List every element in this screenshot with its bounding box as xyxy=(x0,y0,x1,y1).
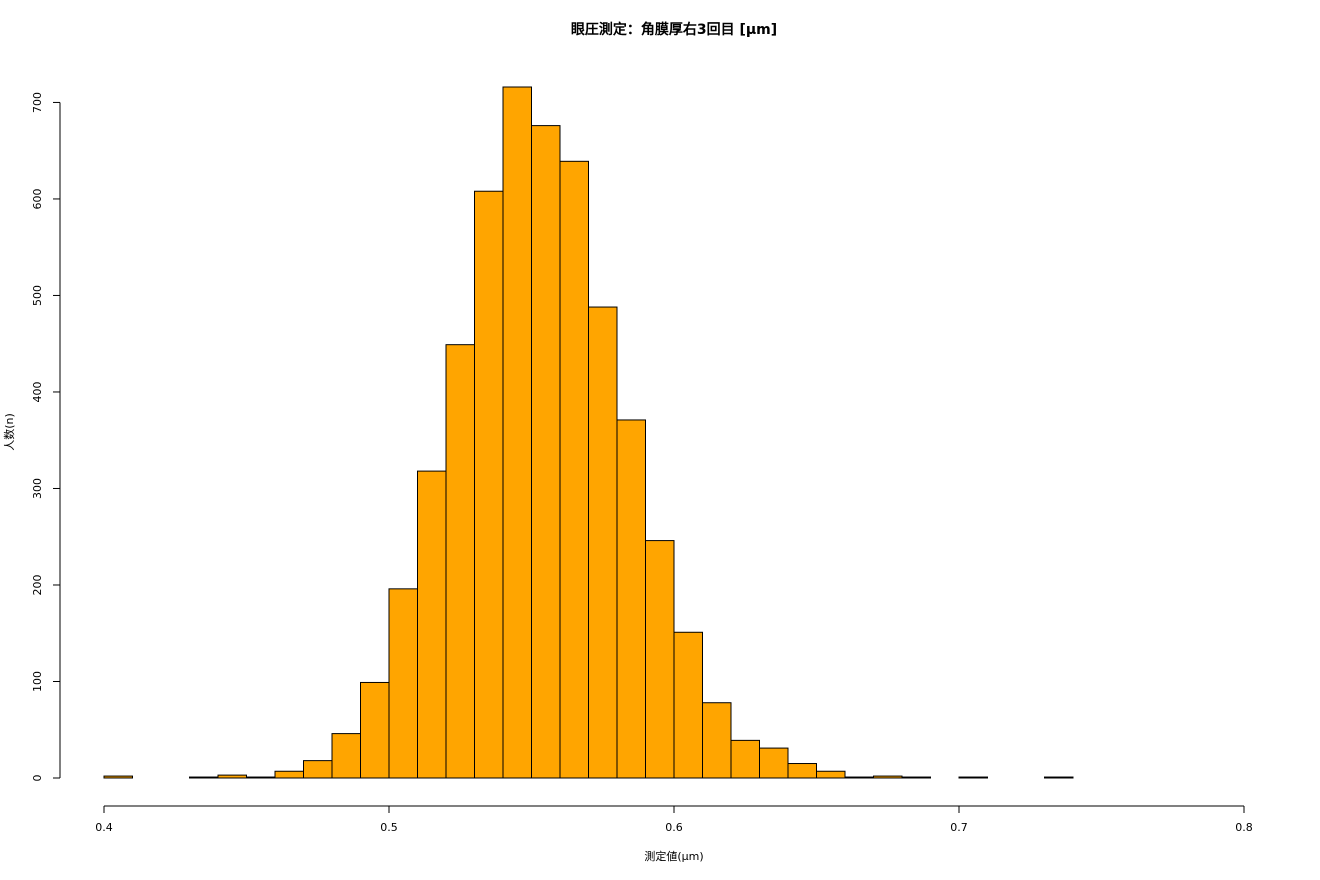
bar xyxy=(274,770,304,779)
bar xyxy=(531,125,561,779)
bar xyxy=(844,776,874,779)
y-tick-label: 0 xyxy=(31,775,44,782)
y-tick-label: 400 xyxy=(31,381,44,402)
y-tick-label: 200 xyxy=(31,574,44,595)
x-tick-label: 0.5 xyxy=(380,821,398,834)
bar xyxy=(787,763,817,779)
bar xyxy=(189,776,219,779)
y-tick-label: 500 xyxy=(31,285,44,306)
bar xyxy=(360,681,390,779)
bar xyxy=(673,631,703,779)
bar xyxy=(958,776,988,779)
bar xyxy=(388,588,418,779)
bar xyxy=(303,760,333,779)
bar xyxy=(645,540,675,779)
bar xyxy=(816,770,846,779)
bar xyxy=(873,775,903,779)
bar xyxy=(331,733,361,779)
y-tick-label: 100 xyxy=(31,671,44,692)
bar xyxy=(502,86,532,779)
x-tick-label: 0.6 xyxy=(665,821,683,834)
y-tick-label: 600 xyxy=(31,188,44,209)
bar xyxy=(730,739,760,779)
x-tick-label: 0.4 xyxy=(95,821,113,834)
bar xyxy=(702,702,732,779)
bar xyxy=(1044,776,1074,779)
bar xyxy=(559,160,589,779)
x-axis-label: 測定値(µm) xyxy=(644,849,703,863)
bar xyxy=(588,306,618,779)
bar xyxy=(759,747,789,779)
bar xyxy=(901,776,931,779)
bar xyxy=(417,470,447,779)
bar xyxy=(217,774,247,779)
y-tick-label: 700 xyxy=(31,92,44,113)
y-tick-label: 300 xyxy=(31,478,44,499)
bar xyxy=(445,344,475,779)
chart-title: 眼圧測定：角膜厚右3回目 [µm] xyxy=(571,21,777,38)
bar xyxy=(474,190,504,779)
bar xyxy=(103,775,133,779)
x-tick-label: 0.8 xyxy=(1235,821,1253,834)
bar xyxy=(246,776,276,779)
x-tick-label: 0.7 xyxy=(950,821,968,834)
bar xyxy=(616,419,646,779)
y-axis-label: 人数(n) xyxy=(3,413,16,451)
